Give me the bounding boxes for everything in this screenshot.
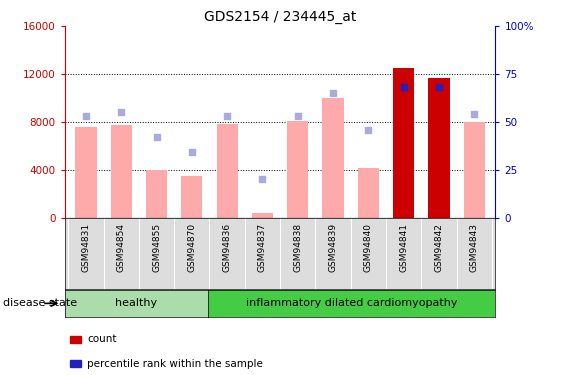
Text: GSM94841: GSM94841 <box>399 223 408 272</box>
Point <box>435 84 444 90</box>
Text: count: count <box>87 334 117 344</box>
Text: GSM94854: GSM94854 <box>117 223 126 272</box>
Text: GSM94837: GSM94837 <box>258 223 267 272</box>
Point <box>399 84 408 90</box>
Point <box>258 176 267 182</box>
Text: GSM94836: GSM94836 <box>222 223 231 272</box>
Text: GSM94840: GSM94840 <box>364 223 373 272</box>
Text: inflammatory dilated cardiomyopathy: inflammatory dilated cardiomyopathy <box>246 298 458 308</box>
Text: healthy: healthy <box>115 298 158 308</box>
Text: GSM94855: GSM94855 <box>152 223 161 272</box>
Bar <box>252 213 273 217</box>
Bar <box>181 176 203 217</box>
Text: GSM94838: GSM94838 <box>293 223 302 272</box>
Bar <box>287 121 309 218</box>
Bar <box>323 98 343 218</box>
Bar <box>428 78 449 218</box>
Bar <box>75 127 96 218</box>
Text: disease state: disease state <box>3 298 77 308</box>
Text: GSM94843: GSM94843 <box>470 223 479 272</box>
Point <box>152 134 161 140</box>
Text: percentile rank within the sample: percentile rank within the sample <box>87 359 263 369</box>
Point <box>470 111 479 117</box>
Bar <box>146 170 167 217</box>
Point <box>329 90 338 96</box>
Bar <box>217 124 238 218</box>
Bar <box>358 168 379 217</box>
Bar <box>464 122 485 218</box>
Text: GSM94839: GSM94839 <box>329 223 338 272</box>
Point <box>364 126 373 132</box>
Bar <box>393 68 414 218</box>
Point <box>82 113 91 119</box>
Title: GDS2154 / 234445_at: GDS2154 / 234445_at <box>204 10 356 24</box>
Text: GSM94842: GSM94842 <box>435 223 444 272</box>
Text: GSM94831: GSM94831 <box>82 223 91 272</box>
Point <box>187 150 196 156</box>
Point <box>222 113 231 119</box>
Point <box>117 110 126 116</box>
Bar <box>111 126 132 218</box>
Text: GSM94870: GSM94870 <box>187 223 196 272</box>
Point <box>293 113 302 119</box>
